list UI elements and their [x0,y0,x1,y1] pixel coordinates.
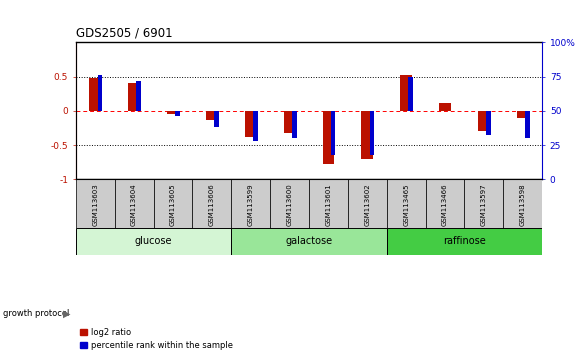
Text: GSM113605: GSM113605 [170,183,176,226]
Bar [292,111,297,138]
Bar [214,111,219,127]
Text: GSM113600: GSM113600 [287,183,293,226]
Text: GSM113603: GSM113603 [92,183,98,226]
Bar [231,228,387,255]
Bar [361,111,373,159]
Bar [136,81,141,111]
Bar [115,179,153,228]
Bar [439,103,451,111]
Bar [478,111,490,131]
Bar [322,111,334,164]
Bar [401,75,412,111]
Text: GSM113602: GSM113602 [364,183,370,226]
Text: GDS2505 / 6901: GDS2505 / 6901 [76,27,173,40]
Bar [192,179,231,228]
Text: GSM113604: GSM113604 [131,183,137,226]
Bar [387,228,542,255]
Bar [517,111,529,118]
Bar [284,111,296,133]
Text: GSM113599: GSM113599 [248,183,254,226]
Bar [426,179,465,228]
Text: glucose: glucose [135,236,172,246]
Bar [253,111,258,141]
Bar [167,111,179,114]
Bar [97,75,102,111]
Text: galactose: galactose [286,236,332,246]
Bar [128,84,140,111]
Bar [465,179,503,228]
Bar [270,179,309,228]
Bar [525,111,530,138]
Text: GSM113465: GSM113465 [403,183,409,225]
Text: GSM113597: GSM113597 [481,183,487,226]
Bar [175,111,180,116]
Bar [89,78,101,111]
Bar [370,111,374,155]
Bar [76,228,231,255]
Text: GSM113601: GSM113601 [325,183,331,226]
Bar [206,111,217,120]
Bar [486,111,491,136]
Bar [331,111,335,155]
Bar [153,179,192,228]
Bar [245,111,257,137]
Text: GSM113606: GSM113606 [209,183,215,226]
Text: GSM113598: GSM113598 [520,183,526,226]
Bar [409,77,413,111]
Text: growth protocol: growth protocol [3,309,69,318]
Text: raffinose: raffinose [443,236,486,246]
Bar [503,179,542,228]
Legend: log2 ratio, percentile rank within the sample: log2 ratio, percentile rank within the s… [80,328,233,350]
Bar [387,179,426,228]
Bar [348,179,387,228]
Text: ▶: ▶ [63,308,71,318]
Bar [231,179,270,228]
Bar [309,179,348,228]
Bar [76,179,115,228]
Text: GSM113466: GSM113466 [442,183,448,226]
